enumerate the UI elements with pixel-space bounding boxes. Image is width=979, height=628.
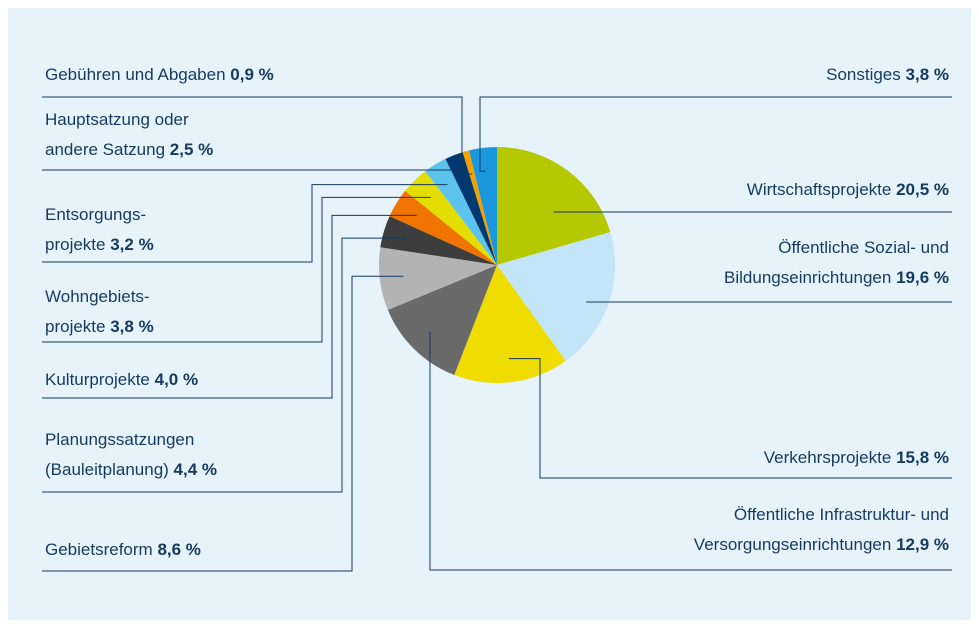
leader-line bbox=[42, 184, 448, 263]
leader-line bbox=[429, 331, 952, 571]
pie-slice bbox=[389, 190, 497, 265]
slice-label: Planungssatzungen (Bauleitplanung) 4,4 % bbox=[45, 425, 217, 485]
leader-line bbox=[42, 196, 432, 343]
slice-label: Gebühren und Abgaben 0,9 % bbox=[45, 60, 274, 90]
category-label: Entsorgungs- projekte bbox=[45, 205, 147, 254]
slice-label: Entsorgungs- projekte 3,2 % bbox=[45, 200, 154, 260]
slice-label: Gebietsreform 8,6 % bbox=[45, 535, 201, 565]
category-label: Gebühren und Abgaben bbox=[45, 65, 226, 84]
category-label: Kulturprojekte bbox=[45, 370, 150, 389]
pie-slice bbox=[405, 171, 497, 265]
leader-line bbox=[42, 214, 417, 399]
pie-slice bbox=[469, 147, 497, 265]
leader-line bbox=[508, 358, 952, 479]
value-label: 3,2 % bbox=[110, 235, 154, 254]
category-label: Wirtschaftsprojekte bbox=[746, 180, 892, 199]
category-label: Sonstiges bbox=[826, 65, 901, 84]
leader-line bbox=[42, 275, 404, 572]
value-label: 4,0 % bbox=[154, 370, 199, 389]
pie-slice bbox=[454, 265, 566, 384]
value-label: 8,6 % bbox=[157, 540, 201, 559]
value-label: 4,4 % bbox=[173, 460, 218, 479]
leader-line bbox=[42, 96, 473, 175]
leader-line bbox=[479, 96, 952, 172]
category-label: Öffentliche Sozial- und Bildungseinricht… bbox=[724, 238, 949, 287]
slice-label: Öffentliche Infrastruktur- und Versorgun… bbox=[694, 500, 949, 560]
value-label: 20,5 % bbox=[896, 180, 949, 199]
value-label: 15,8 % bbox=[896, 448, 949, 467]
slice-label: Öffentliche Sozial- und Bildungseinricht… bbox=[724, 233, 949, 293]
value-label: 2,5 % bbox=[169, 140, 214, 159]
slice-label: Wohngebiets- projekte 3,8 % bbox=[45, 282, 154, 342]
pie-slice bbox=[425, 158, 497, 265]
pie-slice bbox=[462, 150, 497, 265]
slice-label: Verkehrsprojekte 15,8 % bbox=[764, 443, 949, 473]
category-label: Gebietsreform bbox=[45, 540, 153, 559]
slice-label: Hauptsatzung oder andere Satzung 2,5 % bbox=[45, 105, 213, 165]
slice-label: Kulturprojekte 4,0 % bbox=[45, 365, 198, 395]
value-label: 19,6 % bbox=[896, 268, 949, 287]
leader-line bbox=[42, 237, 407, 493]
value-label: 0,9 % bbox=[230, 65, 274, 84]
pie-slice bbox=[380, 216, 497, 265]
slice-label: Wirtschaftsprojekte 20,5 % bbox=[747, 175, 949, 205]
pie-slice bbox=[497, 147, 611, 265]
pie-slice bbox=[379, 247, 497, 310]
category-label: Verkehrsprojekte bbox=[763, 448, 892, 467]
pie-slice bbox=[497, 232, 615, 361]
slice-label: Sonstiges 3,8 % bbox=[826, 60, 949, 90]
category-label: Planungssatzungen (Bauleitplanung) bbox=[45, 430, 195, 479]
category-label: Hauptsatzung oder andere Satzung bbox=[45, 110, 189, 159]
pie-slice bbox=[445, 152, 497, 265]
category-label: Öffentliche Infrastruktur- und Versorgun… bbox=[693, 505, 949, 554]
value-label: 12,9 % bbox=[896, 535, 949, 554]
value-label: 3,8 % bbox=[110, 317, 154, 336]
pie-slice bbox=[387, 265, 497, 375]
value-label: 3,8 % bbox=[905, 65, 949, 84]
category-label: Wohngebiets- projekte bbox=[45, 287, 150, 336]
